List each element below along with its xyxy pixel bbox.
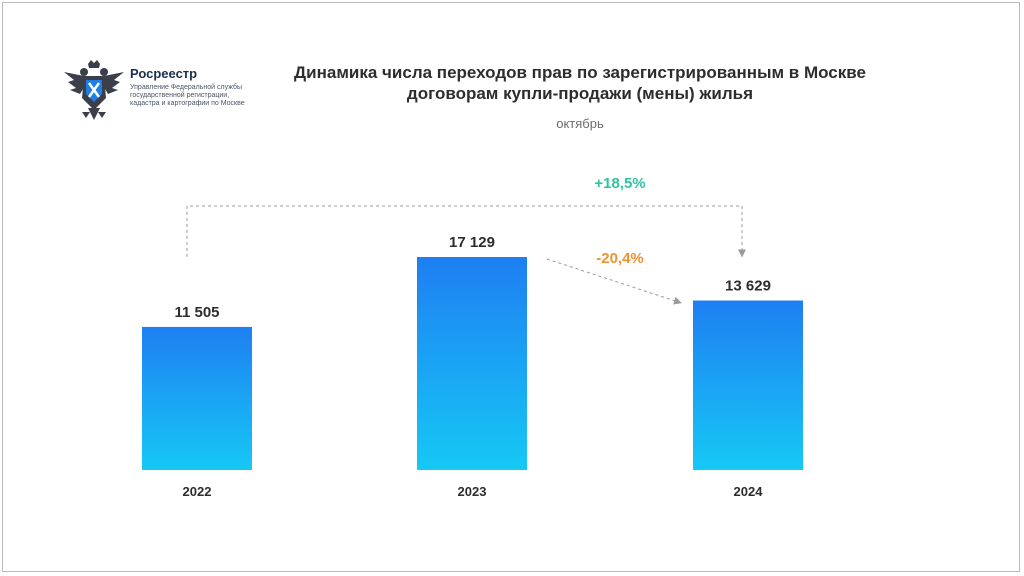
chart-title: Динамика числа переходов прав по зарегис… <box>294 63 866 103</box>
logo-name: Росреестр <box>130 66 198 81</box>
bar-2023 <box>417 257 527 470</box>
value-label-2024: 13 629 <box>725 278 771 295</box>
x-tick-2024: 2024 <box>734 484 764 499</box>
decline-arrow <box>546 258 682 305</box>
chart-subtitle: октябрь <box>556 116 604 131</box>
change-label-2023-2024: -20,4% <box>596 250 644 267</box>
x-tick-2022: 2022 <box>183 484 212 499</box>
double-headed-eagle-icon <box>64 60 124 120</box>
rosreestr-logo: Росреестр Управление Федеральной службы … <box>62 58 262 128</box>
value-label-2022: 11 505 <box>174 304 219 321</box>
bar-2022 <box>142 326 252 470</box>
value-label-2023: 17 129 <box>449 234 495 251</box>
bar-2024 <box>693 300 803 470</box>
growth-bracket-arrow <box>186 205 746 258</box>
change-label-2022-2024: +18,5% <box>594 175 645 192</box>
x-tick-2023: 2023 <box>458 484 487 499</box>
logo-subtitle: Управление Федеральной службы государств… <box>130 84 245 107</box>
